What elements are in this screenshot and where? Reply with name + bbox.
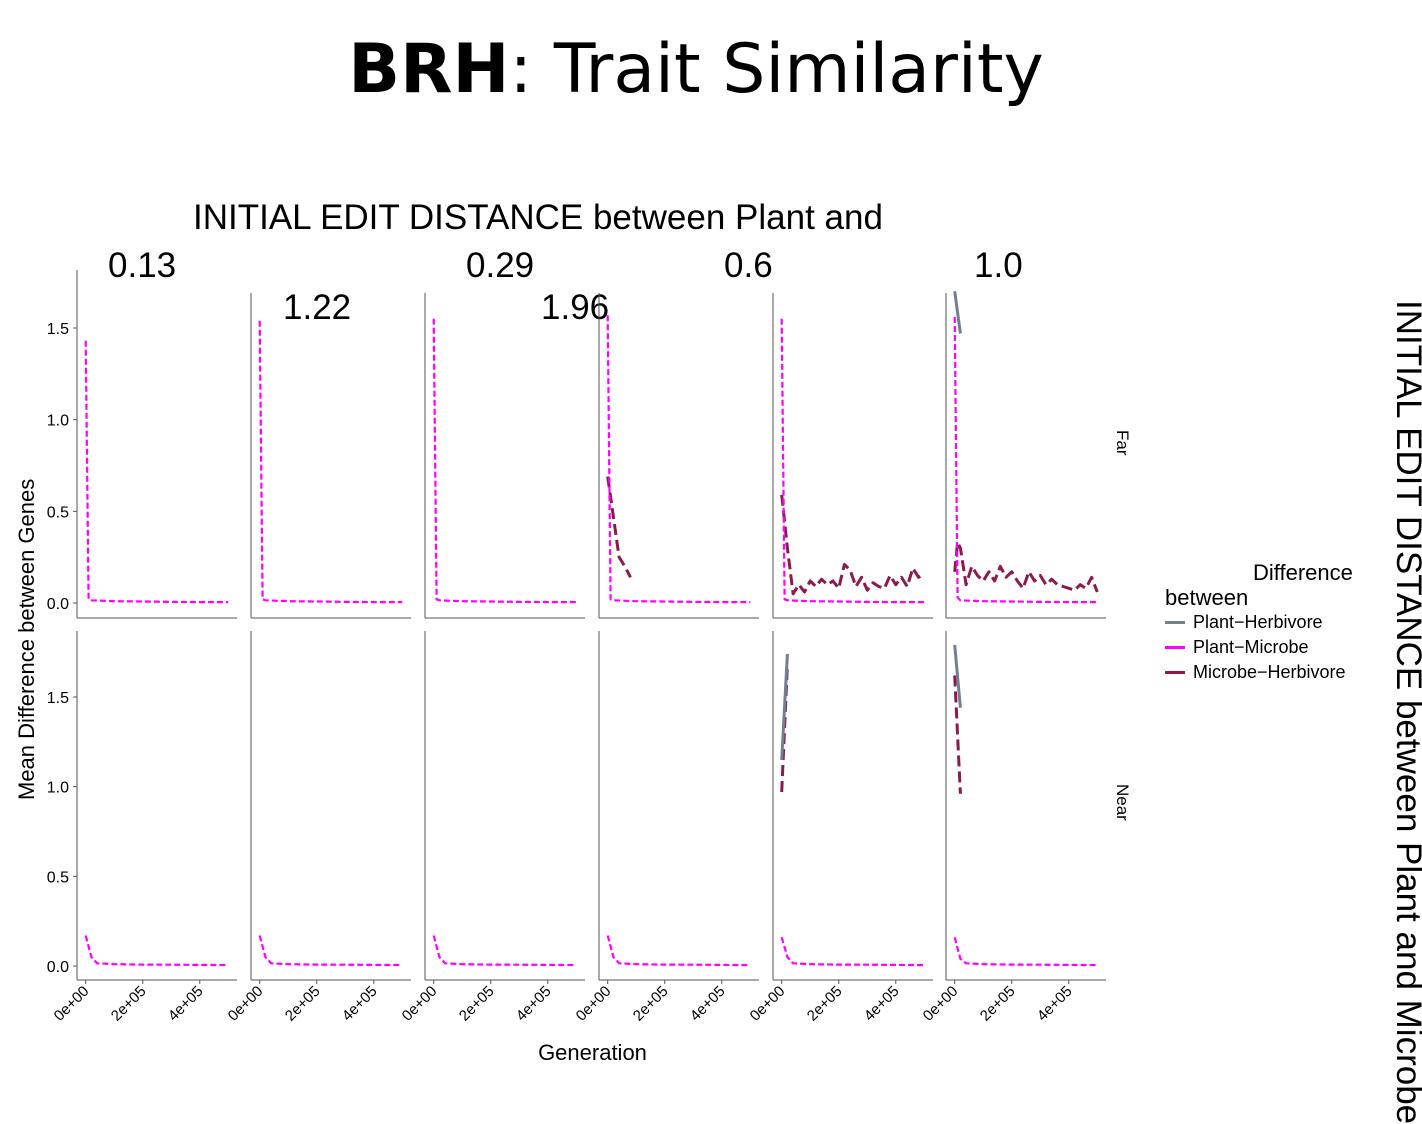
series-line-plant-herbivore (953, 644, 962, 708)
column-value-label: 0.6 (724, 246, 773, 285)
y-tick-label: 1.0 (47, 413, 69, 430)
series-line-plant-microbe (780, 318, 925, 604)
legend-item-plant-microbe: Plant−Microbe (1165, 635, 1353, 660)
slide-title-rest: : Trait Similarity (509, 30, 1044, 109)
legend-swatch (1165, 621, 1185, 624)
column-value-label: 1.96 (541, 288, 610, 327)
column-value-label: 0.13 (108, 246, 177, 285)
slide-title: BRH: Trait Similarity (0, 36, 1392, 104)
y-tick-label: 0.5 (47, 869, 69, 886)
legend-swatch (1165, 671, 1185, 674)
y-tick-label: 1.5 (47, 321, 69, 338)
x-tick-label: 2e+05 (804, 983, 846, 1025)
y-tick-label: 1.5 (47, 690, 69, 707)
x-tick-label: 2e+05 (282, 983, 324, 1025)
x-tick-label: 0e+00 (399, 983, 441, 1025)
y-tick-label: 0.0 (47, 959, 69, 976)
y-tick-label: 1.0 (47, 780, 69, 797)
x-tick-label: 4e+05 (513, 983, 555, 1025)
series-line-microbe-herbivore (953, 541, 1099, 593)
x-tick-label: 0e+00 (573, 983, 615, 1025)
column-value-label: 0.29 (466, 246, 535, 285)
x-tick-label: 2e+05 (456, 983, 498, 1025)
x-tick-label: 4e+05 (165, 983, 207, 1025)
series-line-microbe-herbivore (606, 476, 632, 578)
legend-item-label: Microbe−Herbivore (1193, 662, 1346, 682)
column-value-label: 1.0 (974, 246, 1023, 285)
series-line-plant-herbivore (780, 653, 789, 760)
series-line-plant-microbe (432, 935, 577, 967)
x-tick-label: 2e+05 (977, 983, 1019, 1025)
series-line-plant-herbivore (953, 291, 962, 334)
x-tick-label: 4e+05 (339, 983, 381, 1025)
series-line-plant-microbe (606, 315, 751, 604)
legend-title-line2: between (1165, 585, 1249, 610)
series-line-plant-microbe (84, 340, 229, 604)
series-line-plant-microbe (258, 935, 403, 967)
legend-swatch (1165, 646, 1185, 649)
series-line-plant-microbe (258, 320, 403, 604)
facet-line-chart: 0.0 0.5 1.0 1.5 0.0 0.5 1.0 1.5 0e+00 2e+05 4e+05 0… (47, 270, 1106, 1025)
legend-item-label: Plant−Microbe (1193, 637, 1309, 657)
legend-title-text: Difference (1253, 560, 1353, 585)
legend-item-label: Plant−Herbivore (1193, 612, 1323, 632)
series-line-plant-microbe (432, 318, 577, 604)
x-tick-label: 2e+05 (630, 983, 672, 1025)
x-tick-label: 4e+05 (1034, 983, 1076, 1025)
series-line-plant-microbe (780, 936, 925, 967)
series-line-plant-microbe (953, 937, 1098, 967)
x-tick-label: 4e+05 (861, 983, 903, 1025)
x-tick-label: 0e+00 (747, 983, 789, 1025)
series-line-microbe-herbivore (780, 494, 926, 596)
series-line-plant-microbe (84, 935, 229, 967)
y-tick-label: 0.5 (47, 504, 69, 521)
x-axis-label: Generation (538, 1040, 647, 1065)
series-line-microbe-herbivore (953, 675, 962, 794)
y-tick-label: 0.0 (47, 596, 69, 613)
x-tick-label: 2e+05 (108, 983, 150, 1025)
legend-item-plant-herbivore: Plant−Herbivore (1165, 610, 1353, 635)
x-tick-label: 4e+05 (687, 983, 729, 1025)
top-strip-title: INITIAL EDIT DISTANCE between Plant and (193, 198, 883, 237)
legend: Difference between Plant−Herbivore Plant−… (1165, 560, 1353, 685)
x-tick-label: 0e+00 (920, 983, 962, 1025)
x-tick-label: 0e+00 (225, 983, 267, 1025)
legend-title: Difference between (1165, 560, 1353, 610)
x-tick-label: 0e+00 (51, 983, 93, 1025)
series-line-plant-microbe (606, 935, 751, 967)
series-line-plant-microbe (953, 316, 1098, 604)
legend-item-microbe-herbivore: Microbe−Herbivore (1165, 660, 1353, 685)
column-value-label: 1.22 (283, 288, 352, 327)
slide-title-bold: BRH (348, 30, 510, 109)
